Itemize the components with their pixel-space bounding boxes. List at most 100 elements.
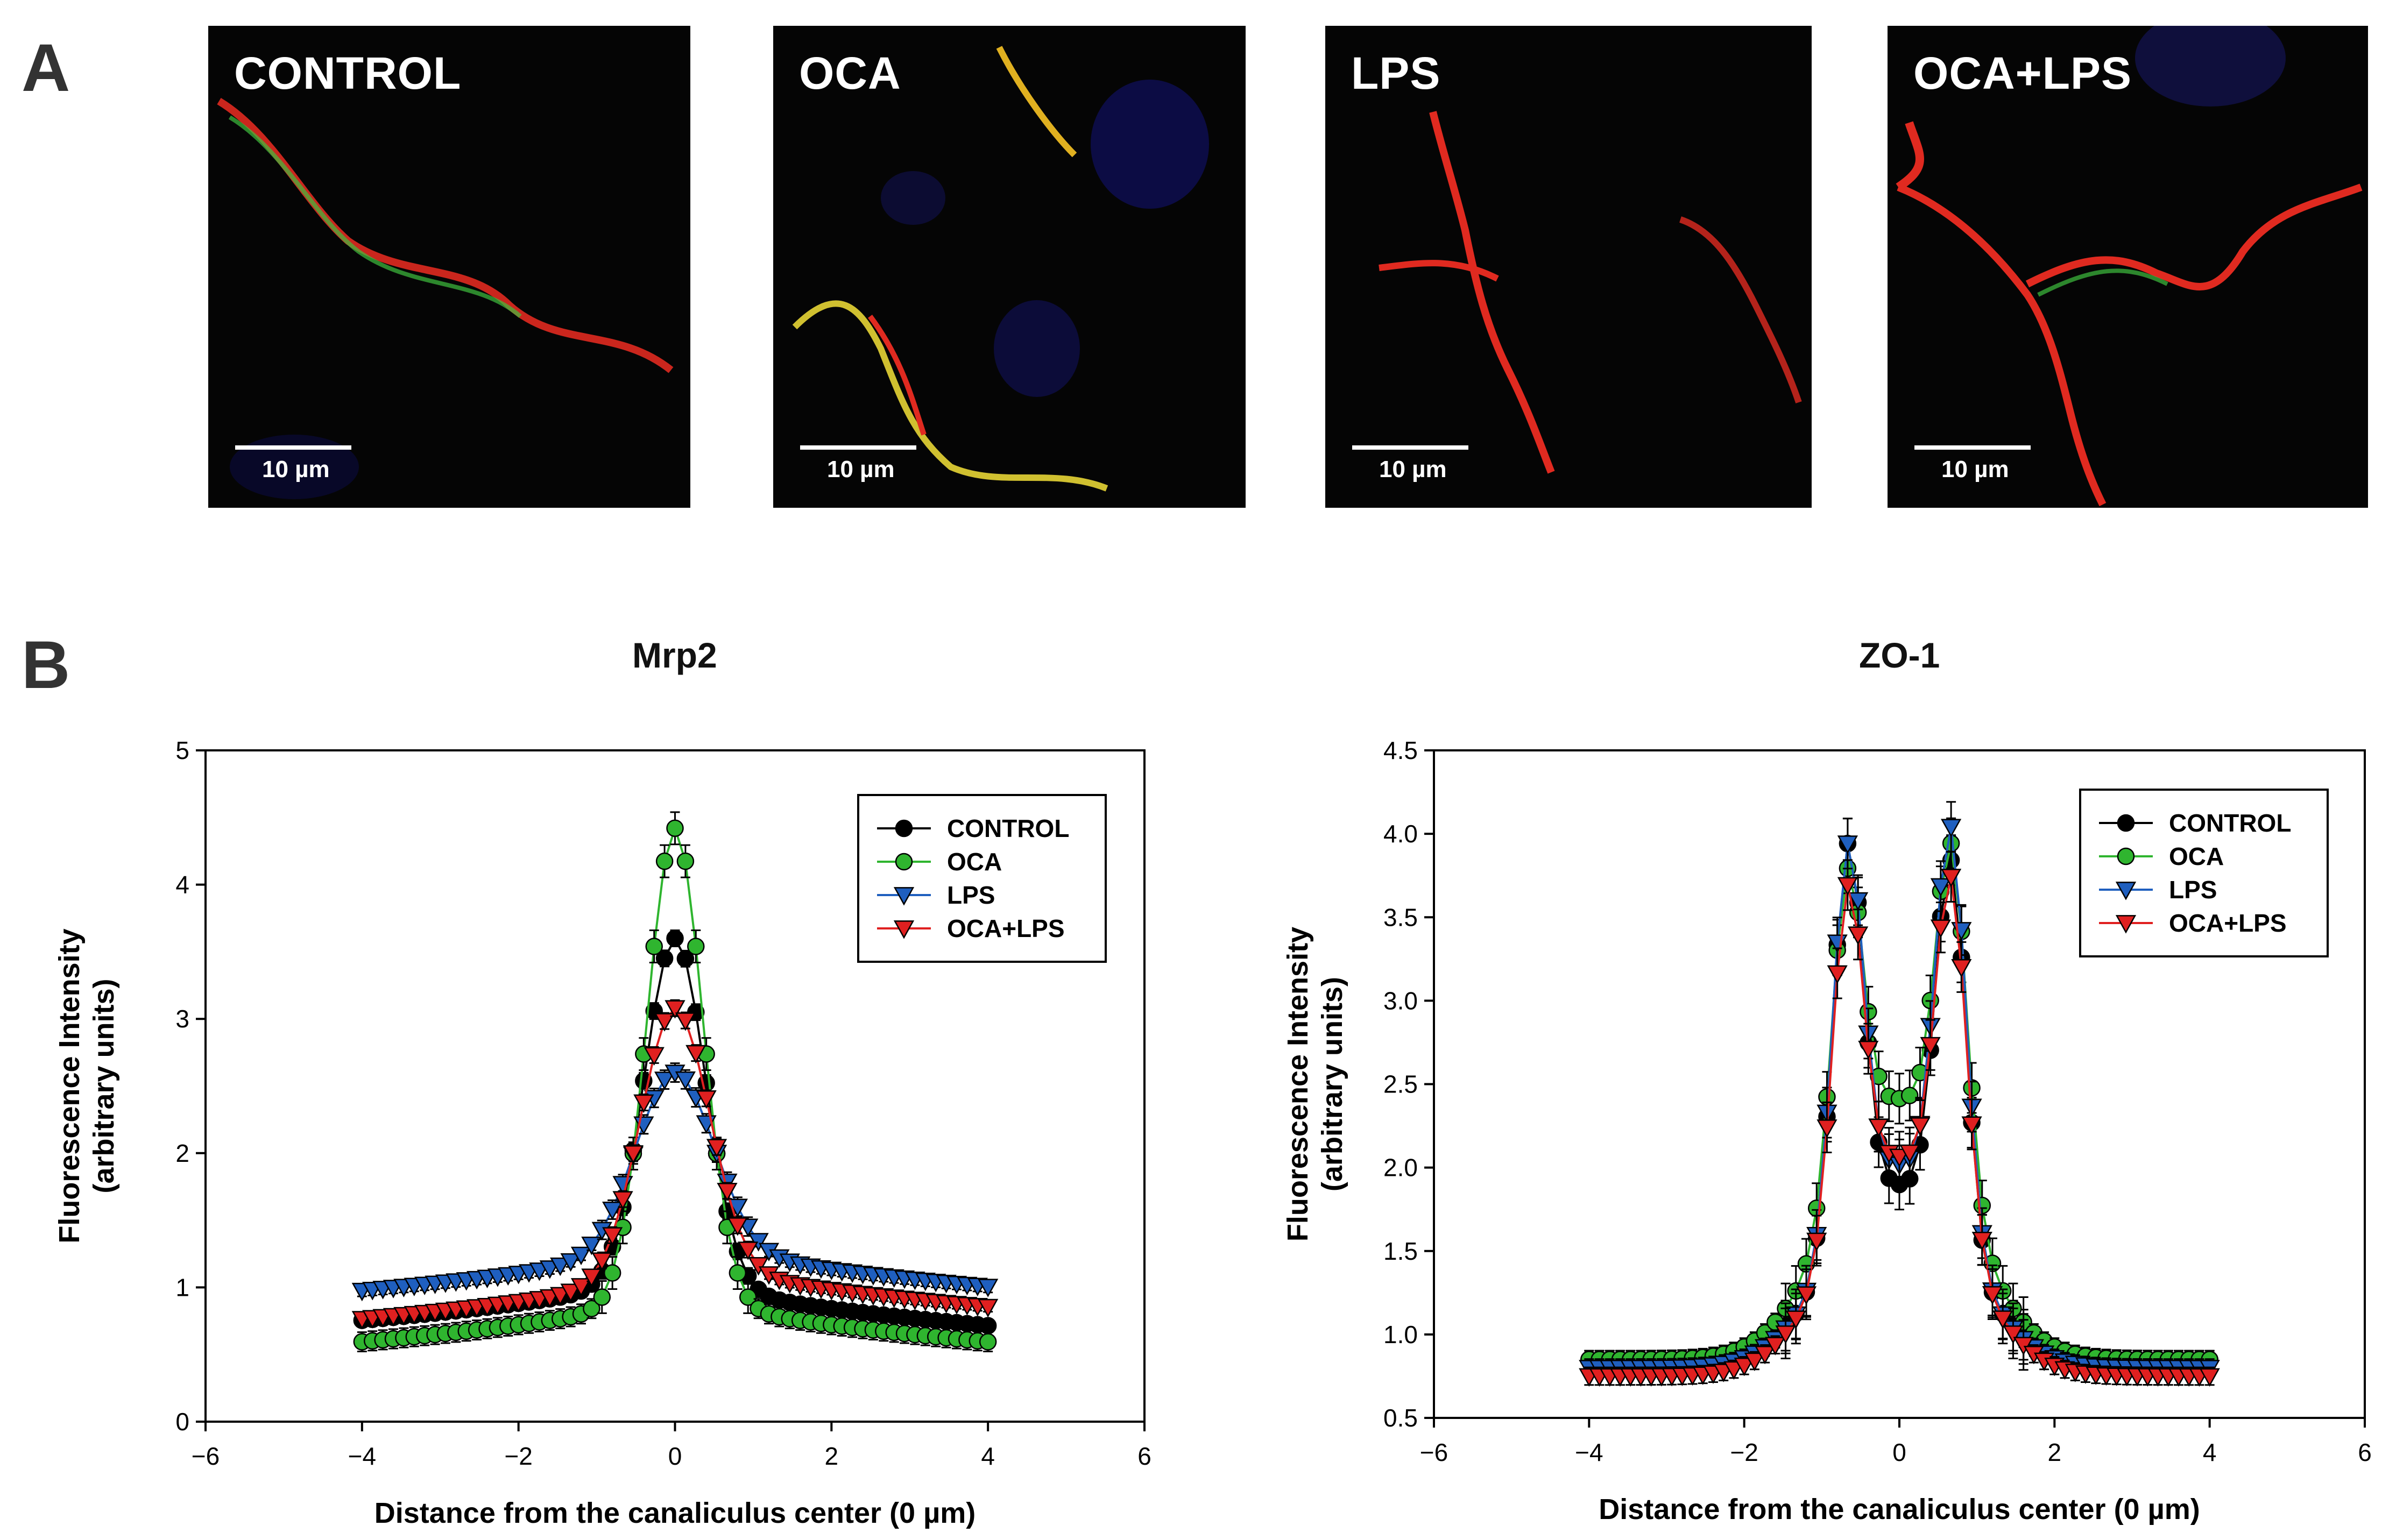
- data-point: [748, 1257, 769, 1276]
- data-point: [1847, 892, 1869, 911]
- legend-label: CONTROL: [2169, 809, 2291, 837]
- scale-bar: [235, 445, 351, 450]
- data-point: [706, 1139, 727, 1158]
- series-line: [362, 1071, 988, 1292]
- y-tick-label: 1: [175, 1273, 189, 1301]
- data-point: [581, 1268, 602, 1287]
- legend-item: LPS: [2099, 876, 2217, 904]
- micrograph-image: [792, 46, 1209, 492]
- data-point: [1971, 1231, 1992, 1251]
- y-axis-label-line: Fluorescence Intensity: [53, 928, 86, 1243]
- data-point: [581, 1237, 602, 1255]
- y-tick-label: 2.0: [1383, 1154, 1418, 1182]
- data-point: [1870, 1067, 1888, 1085]
- scale-bar: [1352, 445, 1468, 450]
- data-point: [583, 1300, 600, 1318]
- legend-marker: [895, 853, 913, 871]
- data-point: [675, 1071, 696, 1090]
- data-point: [2199, 1368, 2220, 1387]
- data-point: [1930, 878, 1952, 897]
- data-point: [676, 852, 695, 870]
- data-point: [1982, 1286, 2003, 1305]
- data-point: [1992, 1310, 2013, 1329]
- micrograph-lps: LPS 10 µm: [1325, 26, 1812, 508]
- x-tick-label: 0: [1892, 1438, 1906, 1466]
- data-point: [1889, 1148, 1910, 1167]
- y-axis-label-line: (arbitrary units): [1316, 977, 1348, 1191]
- x-axis-label: Distance from the canaliculus center (0 …: [1599, 1493, 2200, 1525]
- data-point: [1910, 1117, 1931, 1136]
- data-point: [612, 1191, 633, 1210]
- legend-label: LPS: [2169, 876, 2217, 904]
- data-point: [727, 1217, 748, 1236]
- data-point: [1754, 1345, 1776, 1365]
- legend-label: LPS: [947, 881, 995, 909]
- y-tick-label: 3: [175, 1005, 189, 1033]
- scale-bar: [800, 445, 916, 450]
- chart-title-zo1: ZO-1: [1859, 635, 1940, 675]
- data-point: [1785, 1310, 1806, 1329]
- data-point: [665, 1000, 685, 1019]
- legend-label: OCA: [2169, 842, 2224, 870]
- legend-item: OCA+LPS: [877, 914, 1065, 942]
- data-point: [623, 1145, 644, 1164]
- y-tick-label: 2: [175, 1139, 189, 1167]
- micrograph-image: [217, 98, 674, 499]
- data-point: [675, 1012, 696, 1031]
- micrograph-control: CONTROL 10 µm: [208, 26, 690, 508]
- chart-0: −6 −4 −2 0 2 4 6 0 1 2 3 4 5 Distance from the canali…: [53, 736, 1151, 1529]
- x-tick-label: 4: [981, 1442, 995, 1470]
- legend-marker: [893, 887, 915, 906]
- data-point: [591, 1252, 612, 1271]
- data-point: [550, 1287, 571, 1306]
- x-tick-label: −6: [1420, 1438, 1448, 1466]
- data-point: [1858, 1040, 1879, 1060]
- y-tick-label: 4.5: [1383, 736, 1418, 764]
- panel-b-letter: B: [22, 628, 70, 702]
- y-tick-label: 5: [175, 736, 189, 764]
- y-axis-label-line: (arbitrary units): [88, 978, 120, 1193]
- data-point: [1899, 1144, 1920, 1163]
- data-point: [1806, 1232, 1827, 1252]
- data-point: [654, 1071, 675, 1090]
- data-point: [645, 938, 663, 955]
- legend-marker: [2115, 915, 2137, 934]
- legend-item: OCA: [2099, 842, 2224, 870]
- micrograph-image: [1379, 111, 1802, 474]
- y-tick-label: 3.0: [1383, 987, 1418, 1014]
- data-point: [717, 1182, 738, 1202]
- x-tick-label: −2: [504, 1442, 532, 1470]
- data-point: [1817, 1119, 1837, 1138]
- legend-label: CONTROL: [947, 814, 1069, 842]
- y-tick-label: 2.5: [1383, 1070, 1418, 1098]
- data-point: [978, 1279, 999, 1297]
- x-tick-label: 2: [2048, 1438, 2062, 1466]
- y-tick-label: 3.5: [1383, 903, 1418, 931]
- data-point: [2013, 1337, 2034, 1356]
- data-point: [603, 1264, 621, 1282]
- legend-item: LPS: [877, 881, 995, 909]
- data-point: [1920, 1037, 1941, 1056]
- series-lps: [351, 1062, 999, 1302]
- y-tick-label: 4.0: [1383, 820, 1418, 848]
- data-point: [2003, 1325, 2024, 1344]
- scale-label: 10 µm: [827, 456, 895, 482]
- data-point: [570, 1246, 592, 1266]
- micrograph-label: CONTROL: [234, 48, 462, 98]
- legend-label: OCA+LPS: [2169, 909, 2287, 937]
- x-tick-label: 4: [2203, 1438, 2217, 1466]
- data-point: [1868, 1118, 1889, 1137]
- series-oca: [353, 811, 997, 1353]
- data-point: [979, 1333, 997, 1351]
- data-point: [1900, 1087, 1919, 1104]
- data-point: [602, 1202, 623, 1220]
- x-axis-label: Distance from the canaliculus center (0 …: [374, 1497, 976, 1529]
- legend-label: OCA: [947, 848, 1002, 876]
- data-point: [560, 1283, 581, 1302]
- y-axis-label: Fluorescence Intensity(arbitrary units): [1282, 927, 1348, 1241]
- data-point: [654, 1013, 675, 1032]
- y-tick-label: 1.0: [1383, 1321, 1418, 1349]
- y-tick-label: 4: [175, 871, 189, 899]
- legend-marker: [895, 819, 913, 838]
- micrograph-oca-lps: OCA+LPS 10 µm: [1888, 26, 2368, 508]
